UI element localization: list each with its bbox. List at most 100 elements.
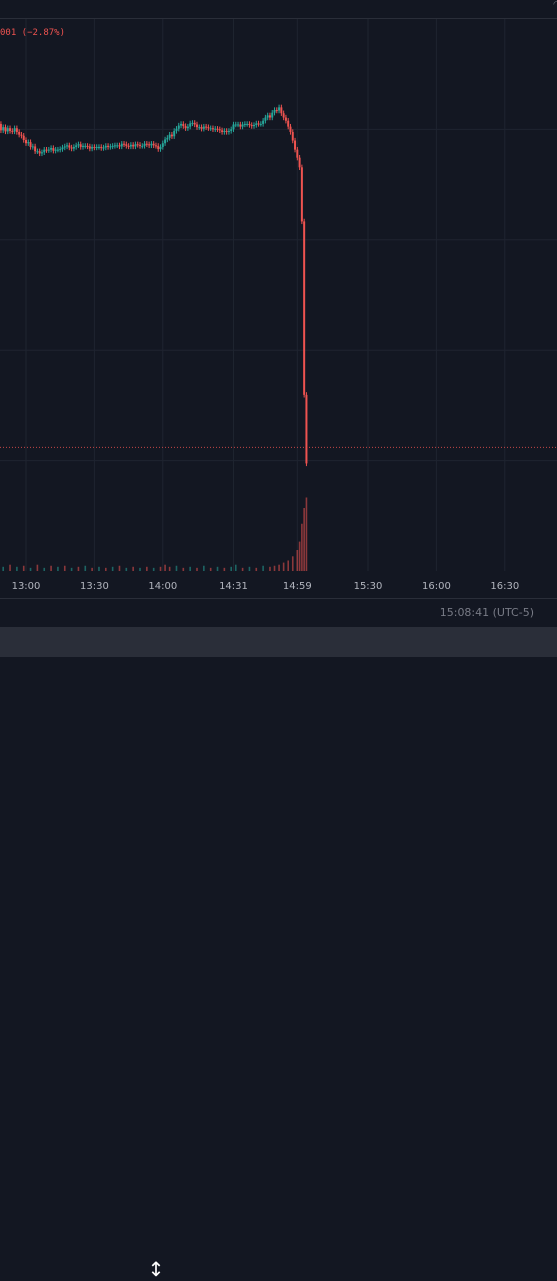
candle-body[interactable] <box>185 126 187 128</box>
candle-body[interactable] <box>130 145 132 147</box>
candle-body[interactable] <box>219 129 221 130</box>
candle-body[interactable] <box>285 118 287 121</box>
candle-body[interactable] <box>303 221 305 394</box>
candle-body[interactable] <box>144 144 146 146</box>
candle-body[interactable] <box>239 124 241 126</box>
candle-body[interactable] <box>214 129 216 130</box>
candle-body[interactable] <box>4 127 6 131</box>
candle-body[interactable] <box>289 127 291 132</box>
candle-body[interactable] <box>230 129 232 131</box>
candle-body[interactable] <box>203 127 205 129</box>
candle-body[interactable] <box>299 158 301 168</box>
pane-divider[interactable]: ↕ <box>0 627 557 657</box>
candle-body[interactable] <box>64 146 66 147</box>
candle-body[interactable] <box>175 129 177 131</box>
candle-body[interactable] <box>41 152 43 153</box>
candle-body[interactable] <box>91 147 93 149</box>
candle-body[interactable] <box>89 146 91 148</box>
candle-body[interactable] <box>169 135 171 138</box>
candle-body[interactable] <box>253 125 255 126</box>
candle-body[interactable] <box>198 127 200 128</box>
candle-body[interactable] <box>244 124 246 125</box>
candle-body[interactable] <box>189 123 191 126</box>
candle-body[interactable] <box>248 124 250 125</box>
candle-body[interactable] <box>112 146 114 147</box>
candle-body[interactable] <box>27 142 29 143</box>
candle-body[interactable] <box>71 148 73 149</box>
candle-body[interactable] <box>182 124 184 126</box>
candle-body[interactable] <box>274 110 276 113</box>
candle-body[interactable] <box>100 147 102 148</box>
candle-body[interactable] <box>46 150 48 151</box>
candle-body[interactable] <box>228 131 230 132</box>
candle-body[interactable] <box>23 136 25 140</box>
candle-body[interactable] <box>166 138 168 140</box>
candle-body[interactable] <box>107 146 109 147</box>
candle-body[interactable] <box>77 144 79 145</box>
candle-body[interactable] <box>20 135 22 136</box>
candle-body[interactable] <box>36 151 38 152</box>
candle-body[interactable] <box>173 131 175 136</box>
candle-body[interactable] <box>0 124 2 130</box>
candle-body[interactable] <box>32 146 34 147</box>
candle-body[interactable] <box>287 121 289 127</box>
candle-body[interactable] <box>61 148 63 150</box>
candle-body[interactable] <box>157 146 159 149</box>
candle-body[interactable] <box>196 124 198 127</box>
candle-body[interactable] <box>68 145 70 147</box>
candle-body[interactable] <box>7 128 9 131</box>
candle-body[interactable] <box>9 128 11 131</box>
candle-body[interactable] <box>139 145 141 146</box>
candle-body[interactable] <box>75 145 77 147</box>
candle-body[interactable] <box>98 147 100 148</box>
candle-body[interactable] <box>116 145 118 146</box>
candle-body[interactable] <box>212 128 214 129</box>
candle-body[interactable] <box>96 147 98 148</box>
candle-body[interactable] <box>84 146 86 147</box>
candle-body[interactable] <box>160 147 162 149</box>
candle-body[interactable] <box>57 150 59 151</box>
candle-body[interactable] <box>34 146 36 151</box>
candle-body[interactable] <box>232 124 234 129</box>
price-chart[interactable]: 001 (−2.87%) <box>0 19 557 571</box>
candle-body[interactable] <box>103 148 105 149</box>
candle-body[interactable] <box>246 124 248 125</box>
candle-body[interactable] <box>280 107 282 113</box>
candle-body[interactable] <box>146 144 148 145</box>
candle-body[interactable] <box>301 167 303 221</box>
candle-body[interactable] <box>207 127 209 128</box>
candle-body[interactable] <box>258 123 260 124</box>
candle-body[interactable] <box>276 110 278 111</box>
candle-body[interactable] <box>264 118 266 121</box>
candle-body[interactable] <box>48 150 50 151</box>
candle-body[interactable] <box>118 145 120 146</box>
candle-body[interactable] <box>55 150 57 151</box>
vertical-resize-icon[interactable]: ↕ <box>145 1257 167 1281</box>
candle-body[interactable] <box>109 146 111 147</box>
candle-body[interactable] <box>123 144 125 145</box>
candle-body[interactable] <box>187 127 189 129</box>
candle-body[interactable] <box>305 395 307 464</box>
candle-body[interactable] <box>18 132 20 135</box>
candle-body[interactable] <box>73 147 75 149</box>
candle-body[interactable] <box>223 131 225 132</box>
candle-body[interactable] <box>2 127 4 130</box>
candle-body[interactable] <box>82 146 84 147</box>
candle-body[interactable] <box>278 107 280 110</box>
candle-body[interactable] <box>237 124 239 125</box>
candle-body[interactable] <box>141 146 143 147</box>
candle-body[interactable] <box>294 141 296 150</box>
candle-body[interactable] <box>121 144 123 147</box>
candle-body[interactable] <box>14 128 16 131</box>
candle-body[interactable] <box>210 128 212 129</box>
candle-body[interactable] <box>39 151 41 153</box>
candle-body[interactable] <box>271 113 273 118</box>
candle-body[interactable] <box>269 115 271 117</box>
candle-body[interactable] <box>283 113 285 117</box>
candle-body[interactable] <box>205 127 207 128</box>
candle-body[interactable] <box>221 130 223 132</box>
candle-body[interactable] <box>255 123 257 125</box>
candle-body[interactable] <box>235 124 237 125</box>
candle-body[interactable] <box>148 144 150 145</box>
